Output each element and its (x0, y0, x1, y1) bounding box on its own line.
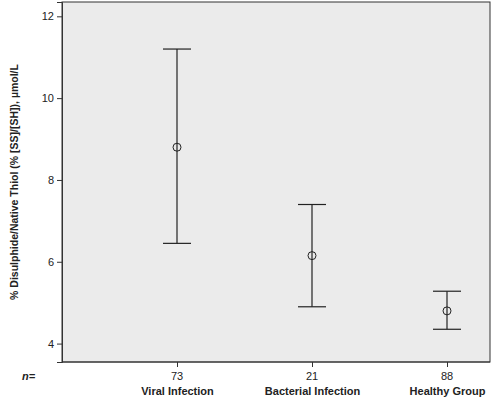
y-tick: 6 (48, 256, 62, 268)
y-tick: 12 (42, 10, 62, 22)
x-tick-label: Bacterial Infection (265, 385, 361, 397)
n-value: 21 (306, 370, 318, 382)
x-tick-label: Viral Infection (141, 385, 214, 397)
n-value: 88 (441, 370, 453, 382)
mean-point (443, 307, 451, 315)
x-tick-mark (312, 362, 313, 367)
y-tick: 10 (42, 92, 62, 104)
y-tick-label: 4 (48, 338, 54, 350)
y-tick-mark (57, 98, 62, 99)
chart: 4 6 8 10 12 Viral Infection Bacterial Infectio… (0, 0, 500, 402)
error-cap-high (298, 204, 326, 205)
n-label: n= (22, 370, 36, 382)
error-cap-high (163, 48, 191, 49)
error-bar (176, 49, 177, 243)
x-tick-mark (177, 362, 178, 367)
error-cap-low (163, 243, 191, 244)
error-cap-low (433, 329, 461, 330)
y-tick-label: 8 (48, 174, 54, 186)
y-tick-mark (57, 262, 62, 263)
y-tick-mark (57, 180, 62, 181)
y-axis-line (57, 3, 63, 363)
y-tick-mark (57, 344, 62, 345)
error-cap-low (298, 306, 326, 307)
y-tick-mark (57, 16, 62, 17)
x-tick-mark (447, 362, 448, 367)
mean-point (308, 252, 316, 260)
n-value: 73 (171, 370, 183, 382)
x-tick: Bacterial Infection (265, 362, 361, 397)
y-tick-label: 12 (42, 10, 54, 22)
x-tick: Viral Infection (141, 362, 214, 397)
error-bar (446, 291, 447, 329)
error-bar (311, 205, 312, 307)
y-tick: 8 (48, 174, 62, 186)
plot-frame (62, 2, 490, 362)
x-tick: Healthy Group (410, 362, 486, 397)
y-axis-title: % Disulphide/Native Thiol (% [SS]/[SH]),… (8, 63, 20, 299)
x-axis: Viral Infection Bacterial Infection Health… (62, 362, 490, 397)
y-tick: 4 (48, 338, 62, 350)
y-tick-label: 6 (48, 256, 54, 268)
mean-point (173, 143, 181, 151)
x-axis-line (62, 362, 490, 363)
error-cap-high (433, 291, 461, 292)
y-tick-label: 10 (42, 92, 54, 104)
x-tick-label: Healthy Group (410, 385, 486, 397)
y-axis: 4 6 8 10 12 (42, 3, 63, 363)
marks (163, 49, 461, 329)
